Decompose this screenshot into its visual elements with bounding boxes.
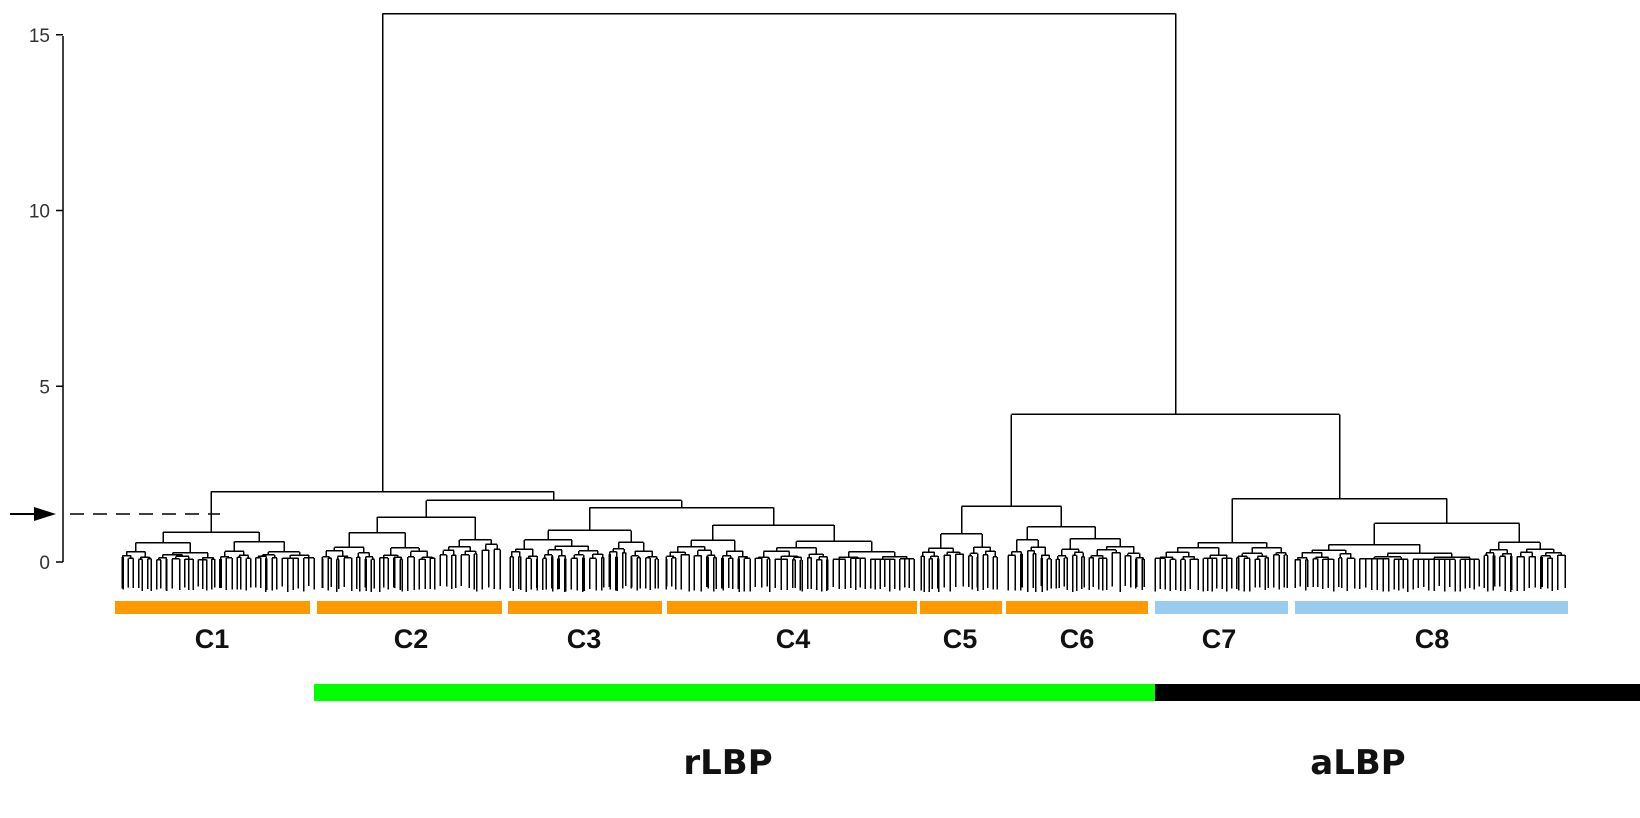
cluster-label-c5: C5	[943, 624, 978, 654]
cluster-bars	[115, 601, 1568, 614]
group-bars	[314, 684, 1640, 701]
arrow-right-icon	[34, 507, 56, 521]
cluster-label-c6: C6	[1060, 624, 1095, 654]
y-tick-label: 0	[39, 553, 50, 574]
y-tick-label: 5	[39, 377, 50, 398]
group-labels: rLBP aLBP	[683, 743, 1405, 783]
group-label-albp: aLBP	[1310, 743, 1405, 783]
group-bar-rlbp	[314, 684, 1155, 701]
cluster-bar-c6	[1006, 601, 1148, 614]
cluster-bar-c2	[317, 601, 502, 614]
cluster-labels: C1 C2 C3 C4 C5 C6 C7 C8	[195, 624, 1450, 654]
cluster-label-c2: C2	[394, 624, 429, 654]
cluster-bar-c1	[115, 601, 310, 614]
cluster-bar-c4	[667, 601, 917, 614]
cluster-label-c7: C7	[1202, 624, 1237, 654]
cluster-bar-c3	[508, 601, 662, 614]
y-tick-label: 10	[29, 202, 50, 223]
y-tick-label: 15	[29, 26, 50, 47]
cluster-bar-c7	[1155, 601, 1288, 614]
cluster-bar-c8	[1295, 601, 1568, 614]
y-axis: 0 5 10 15	[29, 26, 64, 574]
cluster-label-c4: C4	[776, 624, 811, 654]
dendrogram-tree	[121, 12, 1566, 592]
cluster-label-c3: C3	[567, 624, 602, 654]
cluster-label-c1: C1	[195, 624, 230, 654]
group-bar-albp	[1155, 684, 1640, 701]
cluster-label-c8: C8	[1415, 624, 1450, 654]
group-label-rlbp: rLBP	[683, 743, 772, 783]
cluster-bar-c5	[920, 601, 1002, 614]
cut-height-marker	[10, 507, 220, 521]
